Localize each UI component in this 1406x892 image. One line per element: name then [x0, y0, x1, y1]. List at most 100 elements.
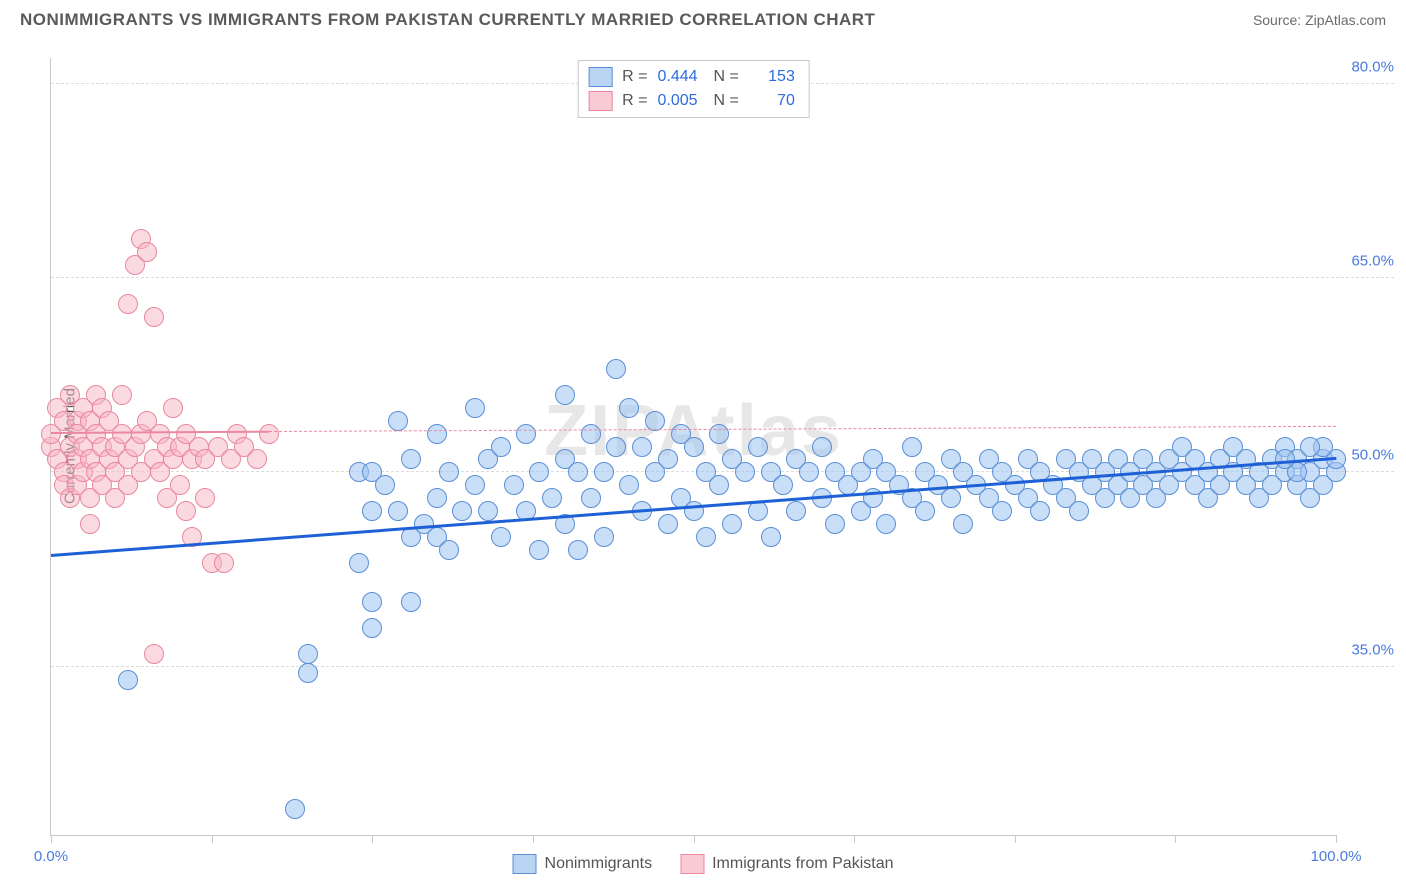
- data-point: [825, 514, 845, 534]
- data-point: [542, 488, 562, 508]
- data-point: [349, 553, 369, 573]
- series-legend: Nonimmigrants Immigrants from Pakistan: [513, 854, 894, 874]
- legend-n-label: N =: [714, 89, 739, 113]
- data-point: [362, 501, 382, 521]
- data-point: [1300, 437, 1320, 457]
- legend-n-value: 70: [749, 89, 795, 113]
- data-point: [362, 592, 382, 612]
- source-label: Source: ZipAtlas.com: [1253, 12, 1386, 28]
- data-point: [259, 424, 279, 444]
- data-point: [401, 449, 421, 469]
- data-point: [388, 411, 408, 431]
- data-point: [581, 488, 601, 508]
- data-point: [465, 398, 485, 418]
- data-point: [144, 307, 164, 327]
- series-legend-label: Immigrants from Pakistan: [712, 855, 893, 873]
- data-point: [176, 501, 196, 521]
- legend-n-value: 153: [749, 65, 795, 89]
- y-tick-label: 80.0%: [1351, 58, 1394, 75]
- x-tick: [854, 835, 855, 843]
- data-point: [709, 424, 729, 444]
- x-tick-label: 100.0%: [1311, 848, 1362, 865]
- data-point: [941, 488, 961, 508]
- data-point: [902, 437, 922, 457]
- data-point: [439, 462, 459, 482]
- data-point: [619, 398, 639, 418]
- legend-r-label: R =: [622, 89, 647, 113]
- chart-plot-area: ZIPAtlas R =0.444N =153R =0.005N =70 35.…: [50, 58, 1336, 836]
- x-tick: [533, 835, 534, 843]
- data-point: [118, 670, 138, 690]
- data-point: [214, 553, 234, 573]
- data-point: [163, 398, 183, 418]
- data-point: [594, 527, 614, 547]
- data-point: [504, 475, 524, 495]
- data-point: [812, 437, 832, 457]
- data-point: [491, 527, 511, 547]
- data-point: [427, 488, 447, 508]
- data-point: [594, 462, 614, 482]
- data-point: [696, 527, 716, 547]
- data-point: [748, 501, 768, 521]
- data-point: [658, 514, 678, 534]
- data-point: [606, 437, 626, 457]
- data-point: [953, 514, 973, 534]
- data-point: [362, 618, 382, 638]
- x-tick: [1175, 835, 1176, 843]
- legend-swatch: [588, 91, 612, 111]
- chart-title: NONIMMIGRANTS VS IMMIGRANTS FROM PAKISTA…: [20, 10, 875, 30]
- y-tick-label: 35.0%: [1351, 641, 1394, 658]
- data-point: [735, 462, 755, 482]
- data-point: [144, 644, 164, 664]
- data-point: [427, 424, 447, 444]
- data-point: [992, 501, 1012, 521]
- data-point: [1030, 501, 1050, 521]
- data-point: [529, 540, 549, 560]
- legend-swatch: [680, 854, 704, 874]
- data-point: [581, 424, 601, 444]
- data-point: [491, 437, 511, 457]
- series-legend-label: Nonimmigrants: [545, 855, 653, 873]
- data-point: [247, 449, 267, 469]
- data-point: [619, 475, 639, 495]
- correlation-legend: R =0.444N =153R =0.005N =70: [577, 60, 810, 118]
- data-point: [658, 449, 678, 469]
- gridline: [51, 277, 1394, 278]
- series-legend-item: Nonimmigrants: [513, 854, 653, 874]
- data-point: [375, 475, 395, 495]
- data-point: [799, 462, 819, 482]
- x-tick: [212, 835, 213, 843]
- data-point: [298, 663, 318, 683]
- data-point: [137, 242, 157, 262]
- data-point: [568, 540, 588, 560]
- legend-row: R =0.444N =153: [588, 65, 795, 89]
- data-point: [529, 462, 549, 482]
- data-point: [645, 411, 665, 431]
- data-point: [80, 514, 100, 534]
- x-tick: [372, 835, 373, 843]
- gridline: [51, 471, 1394, 472]
- data-point: [452, 501, 472, 521]
- data-point: [478, 501, 498, 521]
- data-point: [516, 424, 536, 444]
- legend-swatch: [588, 67, 612, 87]
- data-point: [876, 514, 896, 534]
- data-point: [112, 385, 132, 405]
- legend-r-value: 0.005: [658, 89, 704, 113]
- data-point: [709, 475, 729, 495]
- x-tick: [1015, 835, 1016, 843]
- y-tick-label: 65.0%: [1351, 253, 1394, 270]
- data-point: [773, 475, 793, 495]
- data-point: [298, 644, 318, 664]
- legend-n-label: N =: [714, 65, 739, 89]
- data-point: [786, 501, 806, 521]
- data-point: [118, 294, 138, 314]
- data-point: [568, 462, 588, 482]
- data-point: [915, 501, 935, 521]
- data-point: [170, 475, 190, 495]
- legend-row: R = 0.005 N = 70: [588, 89, 795, 113]
- legend-swatch: [513, 854, 537, 874]
- series-legend-item: Immigrants from Pakistan: [680, 854, 893, 874]
- data-point: [388, 501, 408, 521]
- data-point: [684, 437, 704, 457]
